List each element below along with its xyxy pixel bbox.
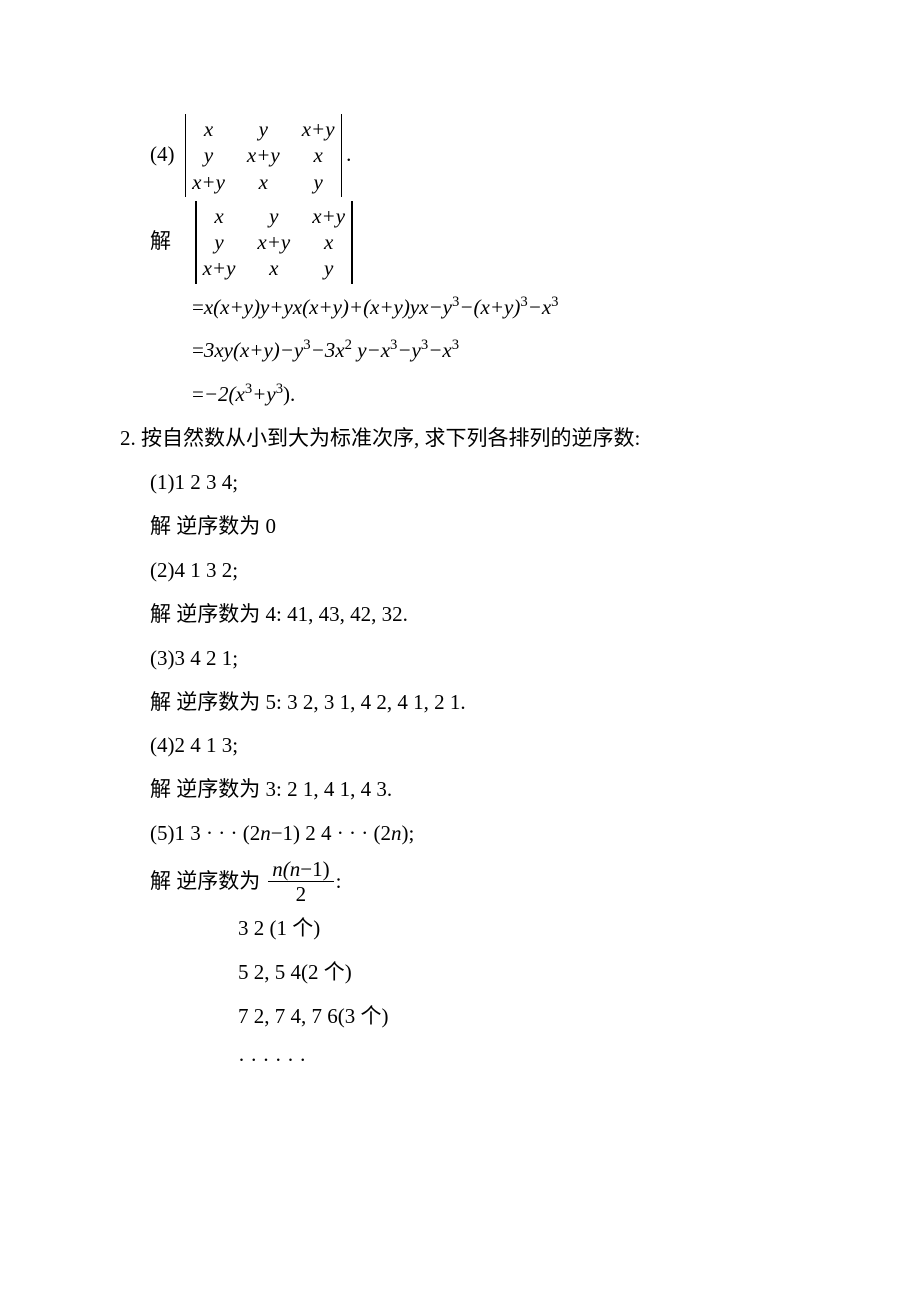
expansion-line-2: =3xy(x+y)−y3−3x2 y−x3−y3−x3 (150, 331, 920, 371)
det-grid: x y x+y y x+y x x+y x y (190, 114, 336, 197)
expr: −(x+y) (459, 295, 520, 319)
det-cell: x+y (257, 229, 290, 255)
q2-p4-q: (4)2 4 1 3; (150, 726, 920, 766)
solve-label: 解 (150, 222, 171, 262)
det-bar-left (185, 114, 187, 197)
determinant-matrix: x y x+y y x+y x x+y x y (181, 114, 347, 197)
text: ); (402, 821, 415, 845)
sup: 3 (551, 294, 558, 310)
eq-prefix: = (192, 338, 204, 362)
q2-p3-q: (3)3 4 2 1; (150, 639, 920, 679)
tail: : (336, 862, 342, 902)
q2-p2-q: (2)4 1 3 2; (150, 551, 920, 591)
det-cell: y (302, 169, 335, 195)
sup: 3 (520, 294, 527, 310)
text: −1) 2 4 · · · (2 (271, 821, 391, 845)
expr: −3x (311, 338, 345, 362)
q2-p1-q: (1)1 2 3 4; (150, 463, 920, 503)
var-n: n (391, 821, 402, 845)
det-bar-left (195, 201, 197, 284)
expr: x(x+y)y+yx(x+y)+(x+y)yx−y (204, 295, 452, 319)
det-cell: x (257, 255, 290, 281)
problem-4-determinant: (4) x y x+y y x+y x x+y x y . (150, 114, 920, 197)
expansion-line-1: =x(x+y)y+yx(x+y)+(x+y)yx−y3−(x+y)3−x3 (150, 288, 920, 328)
text: (5)1 3 · · · (2 (150, 821, 260, 845)
det-cell: y (247, 116, 280, 142)
det-cell: y (312, 255, 345, 281)
var-n: n (260, 821, 271, 845)
det-cell: x+y (302, 116, 335, 142)
q2-p5-q: (5)1 3 · · · (2n−1) 2 4 · · · (2n); (150, 814, 920, 854)
det-cell: x (247, 169, 280, 195)
fraction: n(n−1) 2 (268, 858, 333, 905)
det-cell: x+y (312, 203, 345, 229)
det-cell: x (302, 142, 335, 168)
q2-p4-a: 解 逆序数为 3: 2 1, 4 1, 4 3. (150, 770, 920, 810)
expr: −y (397, 338, 421, 362)
det-cell: x+y (192, 169, 225, 195)
expr: −2(x (204, 382, 245, 406)
q2-p5-l1: 3 2 (1 个) (150, 909, 920, 949)
q2-p2-a: 解 逆序数为 4: 41, 43, 42, 32. (150, 595, 920, 635)
period: . (346, 135, 351, 175)
eq-prefix: = (192, 382, 204, 406)
frac-num: n(n−1) (268, 858, 333, 882)
det-cell: x (192, 116, 225, 142)
det-bar-right (341, 114, 343, 197)
det-cell: x+y (247, 142, 280, 168)
expansion-line-3: =−2(x3+y3). (150, 375, 920, 415)
det-cell: x (203, 203, 236, 229)
det-cell: x (312, 229, 345, 255)
expr: y−x (352, 338, 390, 362)
det-cell: y (203, 229, 236, 255)
sup: 3 (303, 337, 310, 353)
expr: −x (428, 338, 452, 362)
q2-p5-l3: 7 2, 7 4, 7 6(3 个) (150, 997, 920, 1037)
q2-p1-a: 解 逆序数为 0 (150, 507, 920, 547)
sup: 3 (452, 337, 459, 353)
num-a: n(n (272, 857, 300, 881)
determinant-matrix-2: x y x+y y x+y x x+y x y (191, 201, 357, 284)
q2-p5-a: 解 逆序数为 n(n−1) 2 : (150, 858, 920, 905)
expr: 3xy(x+y)−y (204, 338, 303, 362)
sup: 2 (345, 337, 352, 353)
q2-p3-a: 解 逆序数为 5: 3 2, 3 1, 4 2, 4 1, 2 1. (150, 683, 920, 723)
expr: −x (528, 295, 552, 319)
q2-p5-l2: 5 2, 5 4(2 个) (150, 953, 920, 993)
det-grid: x y x+y y x+y x x+y x y (201, 201, 347, 284)
det-cell: y (192, 142, 225, 168)
eq-prefix: = (192, 295, 204, 319)
num-b: −1) (300, 857, 329, 881)
det-cell: x+y (203, 255, 236, 281)
det-cell: y (257, 203, 290, 229)
expr: ). (283, 382, 295, 406)
q2-stem: 2. 按自然数从小到大为标准次序, 求下列各排列的逆序数: (120, 419, 920, 459)
det-bar-right (351, 201, 353, 284)
q2-p5-l4: · · · · · · (150, 1041, 920, 1081)
lead: 解 逆序数为 (150, 862, 260, 902)
frac-den: 2 (292, 882, 311, 905)
expr: +y (252, 382, 276, 406)
solution-determinant-row: 解 x y x+y y x+y x x+y x y (150, 201, 920, 284)
sup: 3 (276, 381, 283, 397)
label-4: (4) (150, 135, 175, 175)
